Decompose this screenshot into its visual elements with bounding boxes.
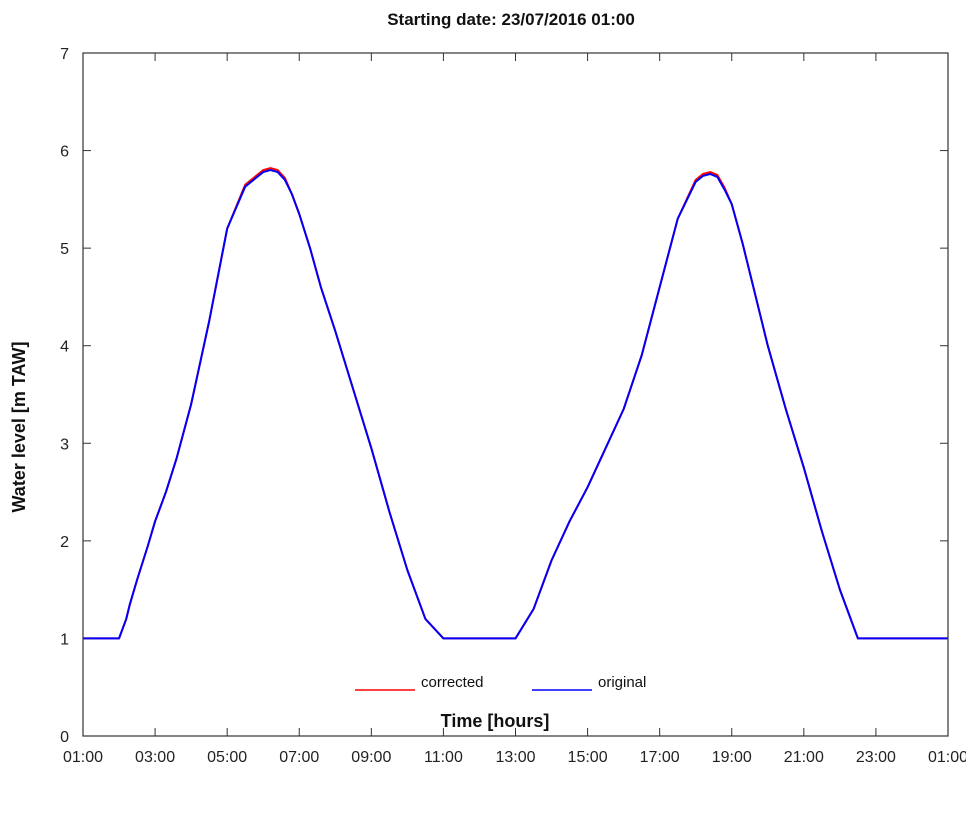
y-tick-label: 6: [60, 144, 69, 161]
x-tick-label: 01:00: [928, 749, 966, 766]
plot-frame: [82, 52, 949, 737]
series-line-original: [83, 169, 948, 640]
legend-label-original: original: [598, 674, 646, 691]
chart-title: Starting date: 23/07/2016 01:00: [387, 10, 635, 29]
y-axis-label: Water level [m TAW]: [9, 341, 29, 512]
y-tick-label: 2: [60, 534, 69, 551]
x-tick-label: 07:00: [279, 749, 319, 766]
y-tick-label: 3: [60, 436, 69, 453]
y-tick-label: 7: [60, 46, 69, 63]
series-layer: [83, 167, 948, 640]
y-tick-label: 4: [60, 339, 69, 356]
y-tick-label: 1: [60, 631, 69, 648]
x-tick-label: 01:00: [63, 749, 103, 766]
legend: corrected original: [355, 674, 646, 691]
x-tick-label: 03:00: [135, 749, 175, 766]
x-tick-label: 15:00: [568, 749, 608, 766]
x-tick-label: 19:00: [712, 749, 752, 766]
x-axis-label: Time [hours]: [441, 711, 550, 731]
x-tick-label: 09:00: [351, 749, 391, 766]
axis-ticks: 01:00 03:00 05:00 07:00 09:00 11:00 13:00 15:00…: [60, 46, 966, 766]
legend-label-corrected: corrected: [421, 674, 484, 691]
x-tick-label: 17:00: [640, 749, 680, 766]
x-tick-label: 23:00: [856, 749, 896, 766]
y-tick-label: 0: [60, 729, 69, 746]
x-tick-label: 21:00: [784, 749, 824, 766]
y-tick-label: 5: [60, 241, 69, 258]
x-tick-label: 13:00: [495, 749, 535, 766]
x-tick-label: 11:00: [424, 749, 463, 766]
x-tick-label: 05:00: [207, 749, 247, 766]
